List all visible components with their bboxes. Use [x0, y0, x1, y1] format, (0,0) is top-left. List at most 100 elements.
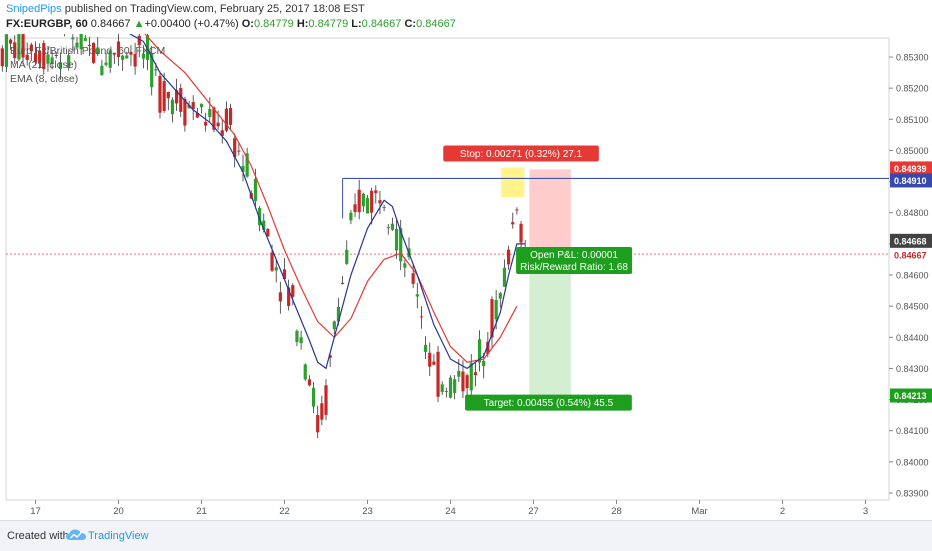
last-price-tag-dark: 0.84668 — [894, 236, 927, 246]
candle-body — [50, 57, 54, 64]
candle-body — [502, 267, 507, 287]
ema-8-line — [128, 34, 526, 370]
rr-label: Risk/Reward Ratio: 1.68 — [520, 262, 628, 273]
author-link[interactable]: SnipedPips — [6, 3, 62, 15]
x-tick-label: Mar — [691, 506, 707, 517]
candle-body — [54, 54, 58, 56]
open-value: 0.84779 — [253, 18, 294, 30]
candle-body — [316, 415, 320, 433]
candle-body — [191, 102, 195, 109]
candle-body — [195, 112, 199, 118]
x-tick-label: 27 — [528, 506, 539, 517]
price-chart[interactable]: 0.853000.852000.851000.850000.849000.848… — [0, 34, 932, 520]
candle-body — [336, 306, 341, 322]
x-tick-label: 23 — [362, 506, 373, 517]
candle-body — [311, 387, 316, 407]
target-price-tag: 0.84213 — [894, 391, 927, 401]
candle-body — [87, 45, 92, 47]
entry-highlight-box — [501, 167, 525, 198]
cloud-icon — [66, 529, 86, 540]
candle-body — [96, 47, 100, 55]
x-tick-label: 20 — [113, 506, 124, 517]
stop-zone — [529, 169, 571, 255]
candle-body — [220, 130, 224, 136]
last-price-tag: 0.84667 — [894, 251, 927, 261]
candle-body — [299, 337, 303, 344]
stop-price-tag: 0.84939 — [894, 164, 927, 174]
candle-body — [187, 104, 191, 109]
y-tick-label: 0.85100 — [896, 115, 929, 125]
candle-body — [92, 42, 96, 63]
candle-body — [9, 39, 13, 44]
candle-body — [141, 54, 145, 59]
target-price-tag-bg — [890, 388, 932, 403]
candle-body — [303, 364, 307, 380]
candle-body — [448, 377, 453, 398]
candle-body — [270, 252, 274, 271]
candle-body — [212, 107, 216, 130]
candle-body — [428, 352, 432, 367]
candle-body — [349, 212, 353, 221]
resistance-price-tag-bg — [890, 173, 932, 188]
candle-body — [390, 223, 394, 230]
candle-body — [361, 193, 365, 207]
candle-body — [258, 208, 262, 226]
candle-body — [320, 403, 324, 420]
candle-body — [453, 379, 457, 393]
candle-body — [490, 299, 494, 338]
stop-label: Stop: 0.00271 (0.32%) 27.1 — [460, 149, 583, 160]
candle-body — [183, 98, 187, 126]
candle-body — [282, 269, 287, 280]
candle-body — [175, 90, 179, 104]
chart-legend: Euro Fx/British Pound, 60, FXCM MA (21, … — [10, 44, 165, 86]
y-tick-label: 0.84800 — [896, 208, 929, 218]
candle-body — [482, 360, 486, 367]
target-label-bg — [465, 394, 632, 411]
candle-body — [365, 197, 370, 214]
candle-body — [199, 103, 204, 107]
x-tick-label: 24 — [445, 506, 456, 517]
low-value: 0.84667 — [361, 18, 402, 30]
stop-price-tag-bg — [890, 161, 932, 176]
candle-body — [419, 316, 424, 318]
change-value: +0.00400 (+0.47%) — [144, 18, 239, 30]
candle-body — [38, 50, 42, 64]
candle-body — [208, 109, 212, 117]
candle-body — [125, 55, 129, 59]
close-label: C: — [404, 18, 417, 30]
candle-body — [224, 108, 228, 131]
candle-body — [17, 34, 21, 60]
candle-body — [241, 165, 245, 172]
quote-line: FX:EURGBP, 60 0.84667 ▲+0.00400 (+0.47%)… — [6, 18, 456, 30]
plot-frame — [5, 37, 890, 501]
candle-body — [108, 50, 112, 68]
candle-body — [145, 35, 150, 60]
candle-body — [486, 341, 490, 354]
candle-body — [233, 138, 237, 158]
pnl-label: Open P&L: 0.00001 — [530, 250, 618, 261]
candle-body — [13, 42, 17, 59]
candle-body — [328, 355, 332, 358]
candle-body — [341, 282, 345, 285]
candle-body — [394, 228, 399, 251]
target-label: Target: 0.00455 (0.54%) 45.5 — [484, 398, 614, 409]
candle-body — [29, 44, 33, 52]
candle-body — [473, 372, 477, 376]
low-label: L: — [351, 18, 362, 30]
candle-body — [411, 273, 415, 284]
tradingview-link[interactable]: TradingView — [88, 530, 149, 542]
candle-body — [378, 200, 382, 204]
candle-body — [287, 287, 291, 306]
high-label: H: — [296, 18, 309, 30]
candle-body — [83, 38, 87, 41]
change-up-icon: ▲ — [133, 18, 145, 30]
x-tick-label: 3 — [863, 506, 868, 517]
candle-body — [386, 226, 390, 228]
last-price-tag-dark-bg — [890, 233, 932, 248]
candle-body — [170, 99, 175, 115]
candle-body — [21, 34, 25, 58]
chart-header: SnipedPips published on TradingView.com,… — [0, 0, 932, 34]
pnl-box — [516, 246, 633, 274]
candle-body — [104, 62, 108, 65]
candle-body — [112, 52, 116, 55]
